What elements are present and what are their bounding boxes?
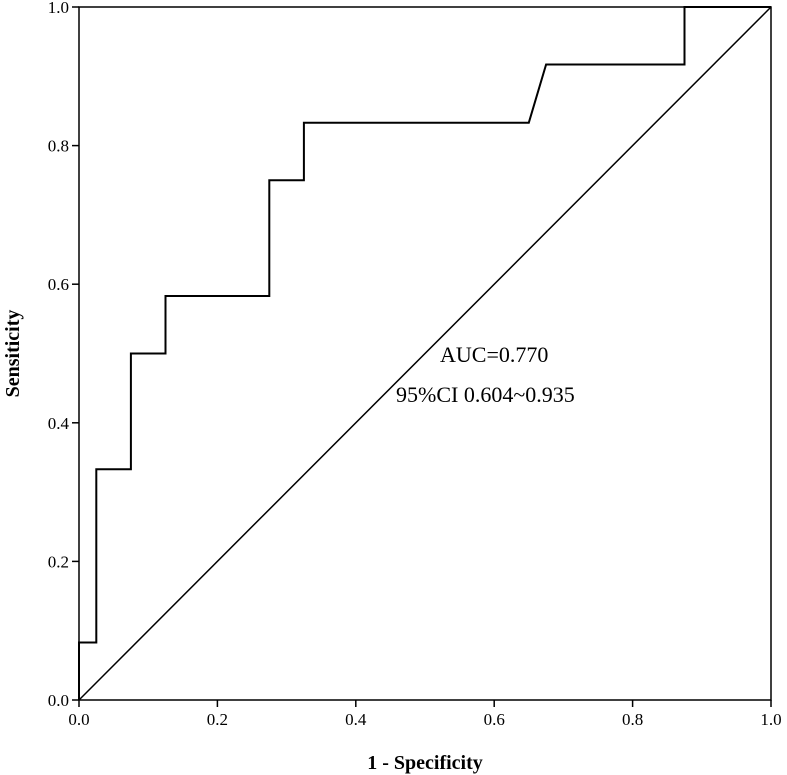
x-tick-label: 0.6 bbox=[484, 710, 505, 729]
y-axis-ticks: 0.0 0.2 0.4 0.6 0.8 1.0 bbox=[48, 0, 79, 710]
x-tick-label: 0.8 bbox=[622, 710, 643, 729]
auc-annotation: AUC=0.770 bbox=[440, 342, 548, 367]
x-tick-label: 0.4 bbox=[345, 710, 367, 729]
plot-frame bbox=[78, 6, 772, 701]
y-tick-label: 0.0 bbox=[48, 691, 69, 710]
ci-annotation: 95%CI 0.604~0.935 bbox=[396, 382, 575, 407]
y-tick-label: 0.8 bbox=[48, 137, 69, 156]
y-tick-label: 0.6 bbox=[48, 275, 69, 294]
roc-curve bbox=[78, 6, 771, 700]
y-tick-label: 0.2 bbox=[48, 552, 69, 571]
x-axis-title: 1 - Specificity bbox=[367, 752, 483, 774]
x-tick-label: 0.0 bbox=[68, 710, 89, 729]
x-tick-label: 1.0 bbox=[760, 710, 781, 729]
y-tick-label: 0.4 bbox=[48, 414, 70, 433]
x-tick-label: 0.2 bbox=[207, 710, 228, 729]
reference-diagonal bbox=[78, 6, 772, 701]
x-axis-ticks: 0.0 0.2 0.4 0.6 0.8 1.0 bbox=[68, 700, 782, 729]
y-tick-label: 1.0 bbox=[48, 0, 69, 17]
y-axis-title: Sensiticity bbox=[2, 310, 24, 398]
